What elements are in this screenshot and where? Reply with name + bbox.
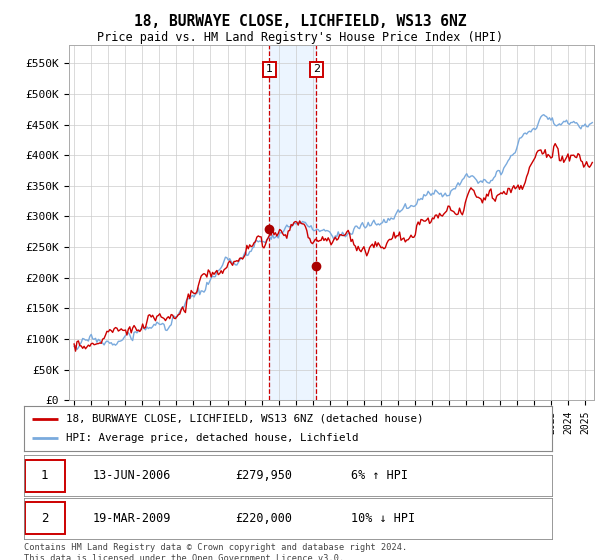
- Text: 2: 2: [313, 64, 320, 74]
- Text: Price paid vs. HM Land Registry's House Price Index (HPI): Price paid vs. HM Land Registry's House …: [97, 31, 503, 44]
- Text: £279,950: £279,950: [235, 469, 292, 482]
- Text: £220,000: £220,000: [235, 512, 292, 525]
- Text: 2: 2: [41, 512, 49, 525]
- Text: 10% ↓ HPI: 10% ↓ HPI: [352, 512, 415, 525]
- Text: 18, BURWAYE CLOSE, LICHFIELD, WS13 6NZ: 18, BURWAYE CLOSE, LICHFIELD, WS13 6NZ: [134, 14, 466, 29]
- Text: 18, BURWAYE CLOSE, LICHFIELD, WS13 6NZ (detached house): 18, BURWAYE CLOSE, LICHFIELD, WS13 6NZ (…: [66, 413, 424, 423]
- Text: 1: 1: [266, 64, 273, 74]
- FancyBboxPatch shape: [25, 502, 65, 534]
- Text: Contains HM Land Registry data © Crown copyright and database right 2024.
This d: Contains HM Land Registry data © Crown c…: [24, 543, 407, 560]
- Text: 1: 1: [41, 469, 49, 482]
- Text: 13-JUN-2006: 13-JUN-2006: [92, 469, 171, 482]
- Bar: [269, 45, 316, 400]
- FancyBboxPatch shape: [25, 460, 65, 492]
- Text: 6% ↑ HPI: 6% ↑ HPI: [352, 469, 409, 482]
- Text: HPI: Average price, detached house, Lichfield: HPI: Average price, detached house, Lich…: [66, 433, 359, 444]
- Text: 19-MAR-2009: 19-MAR-2009: [92, 512, 171, 525]
